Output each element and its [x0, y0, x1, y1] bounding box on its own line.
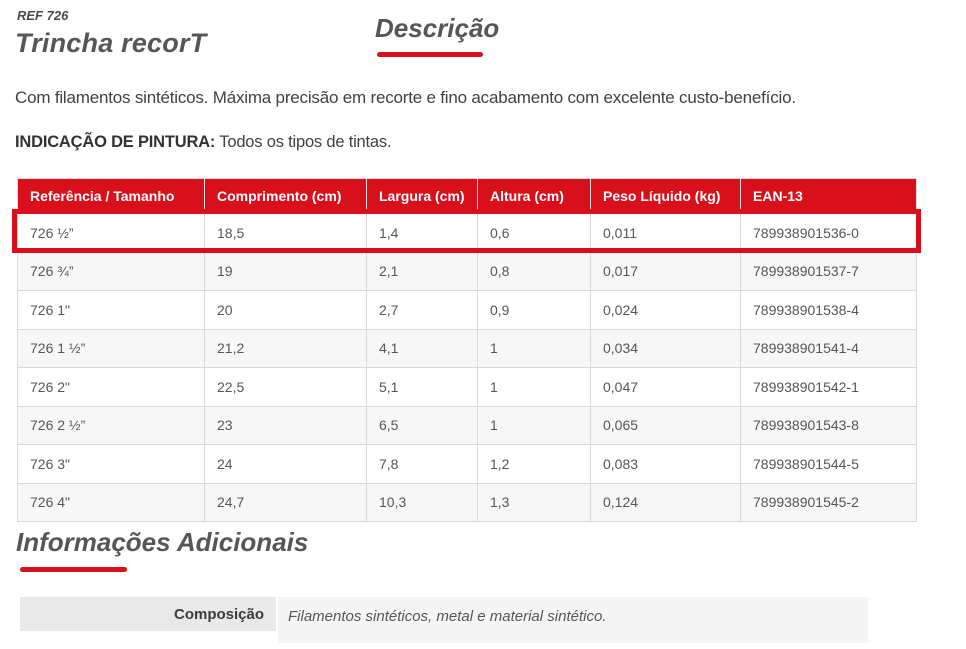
spec-table-cell: 6,5	[366, 405, 478, 445]
tab-descricao-label: Descrição	[375, 13, 500, 43]
spec-table-row-highlighted: 726 ½” 18,5 1,4 0,6 0,011 789938901536-0	[17, 213, 917, 253]
spec-table-cell: 0,024	[590, 290, 741, 330]
composition-value: Filamentos sintéticos, metal e material …	[278, 597, 868, 643]
spec-table-row: 726 2 ½” 23 6,5 1 0,065 789938901543-8	[17, 405, 917, 445]
spec-table-cell: 4,1	[366, 328, 478, 368]
spec-table-cell: 726 ¾”	[17, 251, 205, 291]
spec-table-cell: 10,3	[366, 482, 478, 522]
spec-table-cell: 20	[204, 290, 367, 330]
paint-indication-value: Todos os tipos de tintas.	[215, 133, 392, 151]
tab-active-underline	[377, 52, 483, 57]
spec-table-cell: 726 3"	[17, 444, 205, 484]
spec-column-header: Peso Líquido (kg)	[590, 178, 741, 214]
spec-table-cell: 19	[204, 251, 367, 291]
spec-table-cell: 7,8	[366, 444, 478, 484]
spec-table-cell: 789938901544-5	[740, 444, 917, 484]
additional-info-underline	[20, 567, 127, 572]
spec-table-cell: 789938901542-1	[740, 367, 917, 407]
spec-table-cell: 789938901543-8	[740, 405, 917, 445]
spec-table-cell: 24,7	[204, 482, 367, 522]
spec-table-cell: 726 2 ½”	[17, 405, 205, 445]
spec-column-header: EAN-13	[740, 178, 917, 214]
spec-table-cell: 5,1	[366, 367, 478, 407]
spec-table-row: 726 ¾” 19 2,1 0,8 0,017 789938901537-7	[17, 251, 917, 291]
spec-table-cell: 789938901538-4	[740, 290, 917, 330]
spec-table-cell: 1,2	[477, 444, 591, 484]
spec-table-cell: 0,017	[590, 251, 741, 291]
additional-info-title: Informações Adicionais	[16, 527, 309, 557]
spec-table-body: 726 ½” 18,5 1,4 0,6 0,011 789938901536-0 726 ¾…	[17, 213, 917, 522]
spec-table-cell: 2,1	[366, 251, 478, 291]
spec-table-cell: 22,5	[204, 367, 367, 407]
spec-table-cell: 726 2"	[17, 367, 205, 407]
spec-table-cell: 726 4"	[17, 482, 205, 522]
spec-table-cell: 1	[477, 367, 591, 407]
spec-table-row: 726 1 ½” 21,2 4,1 1 0,034 789938901541-4	[17, 328, 917, 368]
spec-table-cell: 18,5	[204, 213, 367, 253]
spec-table-header-row: Referência / Tamanho Comprimento (cm) Larg…	[17, 178, 917, 214]
spec-table-cell: 789938901541-4	[740, 328, 917, 368]
spec-table-cell: 1,4	[366, 213, 478, 253]
composition-label: Composição	[20, 597, 276, 631]
spec-table: Referência / Tamanho Comprimento (cm) Larg…	[17, 178, 917, 522]
product-ref: REF 726	[17, 8, 69, 23]
spec-table-cell: 789938901545-2	[740, 482, 917, 522]
spec-table-cell: 726 1 ½”	[17, 328, 205, 368]
spec-table-cell: 0,124	[590, 482, 741, 522]
spec-table-cell: 1	[477, 328, 591, 368]
spec-table-cell: 21,2	[204, 328, 367, 368]
product-title: Trincha recorT	[15, 28, 207, 58]
spec-table-cell: 726 1"	[17, 290, 205, 330]
composition-row: Composição Filamentos sintéticos, metal …	[20, 597, 868, 643]
tab-descricao[interactable]: Descrição	[375, 13, 499, 57]
spec-table-cell: 0,9	[477, 290, 591, 330]
spec-table-cell: 789938901536-0	[740, 213, 917, 253]
spec-table-cell: 0,8	[477, 251, 591, 291]
spec-table-cell: 0,034	[590, 328, 741, 368]
spec-table-row: 726 4" 24,7 10,3 1,3 0,124 789938901545-2	[17, 482, 917, 522]
spec-table-cell: 0,083	[590, 444, 741, 484]
paint-indication-label: INDICAÇÃO DE PINTURA:	[15, 133, 216, 151]
spec-table-cell: 1	[477, 405, 591, 445]
spec-table-row: 726 1" 20 2,7 0,9 0,024 789938901538-4	[17, 290, 917, 330]
spec-column-header: Comprimento (cm)	[204, 178, 367, 214]
spec-table-cell: 789938901537-7	[740, 251, 917, 291]
spec-table-cell: 1,3	[477, 482, 591, 522]
spec-table-cell: 726 ½”	[17, 213, 205, 253]
spec-table-row: 726 2" 22,5 5,1 1 0,047 789938901542-1	[17, 367, 917, 407]
spec-table-cell: 24	[204, 444, 367, 484]
paint-indication: INDICAÇÃO DE PINTURA: Todos os tipos de …	[15, 133, 392, 152]
spec-table-cell: 0,065	[590, 405, 741, 445]
spec-table-wrap: Referência / Tamanho Comprimento (cm) Larg…	[12, 178, 921, 522]
spec-table-cell: 0,047	[590, 367, 741, 407]
spec-table-row: 726 3" 24 7,8 1,2 0,083 789938901544-5	[17, 444, 917, 484]
spec-table-cell: 0,011	[590, 213, 741, 253]
spec-column-header: Altura (cm)	[477, 178, 591, 214]
product-description: Com filamentos sintéticos. Máxima precis…	[15, 88, 796, 107]
spec-column-header: Referência / Tamanho	[17, 178, 205, 214]
spec-table-cell: 0,6	[477, 213, 591, 253]
spec-column-header: Largura (cm)	[366, 178, 478, 214]
spec-table-cell: 23	[204, 405, 367, 445]
spec-table-cell: 2,7	[366, 290, 478, 330]
